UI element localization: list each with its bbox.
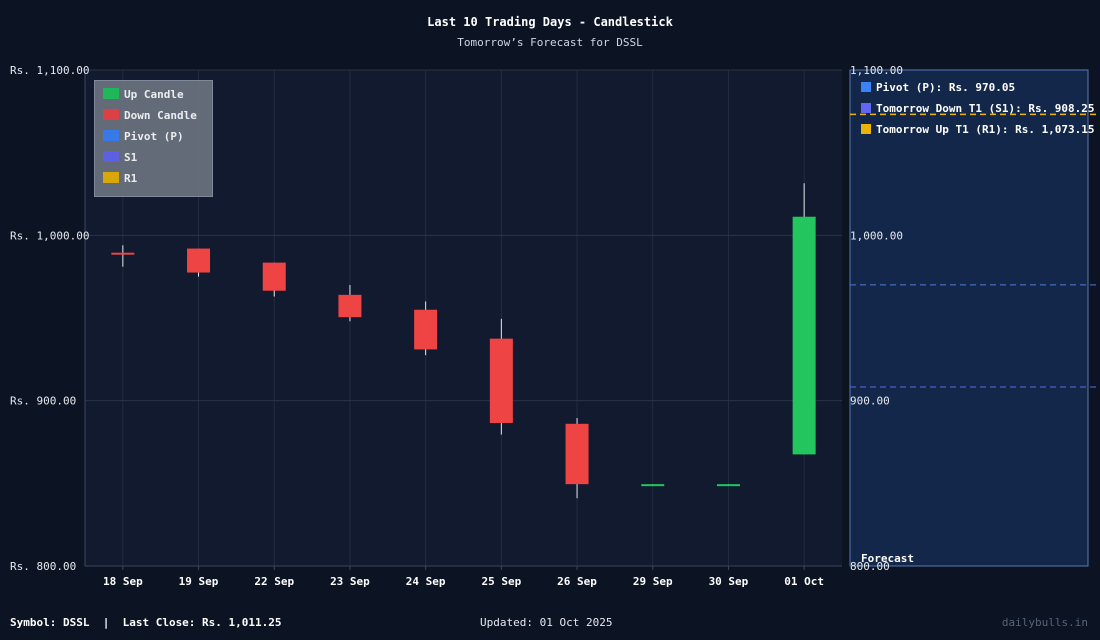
legend-item-down: Down Candle xyxy=(103,109,197,125)
forecast-pivot-swatch xyxy=(861,82,871,92)
forecast-panel xyxy=(849,69,1089,567)
candle-body xyxy=(338,294,362,318)
x-tick-label: 01 Oct xyxy=(784,575,824,588)
candle-body xyxy=(489,338,513,423)
x-tick-label: 24 Sep xyxy=(406,575,446,588)
legend-swatch-pivot xyxy=(103,130,119,141)
y-tick-label-right: 800.00 xyxy=(850,560,890,573)
legend-item-r1: R1 xyxy=(103,172,137,188)
y-tick-label: Rs. 1,100.00 xyxy=(10,64,89,77)
footer-brand: dailybulls.in xyxy=(1001,616,1088,629)
y-tick-label: Rs. 1,000.00 xyxy=(10,229,89,242)
footer-symbol: Symbol: DSSL | Last Close: Rs. 1,011.25 xyxy=(10,616,282,629)
candle-body xyxy=(641,484,665,487)
candle-body xyxy=(187,248,211,273)
forecast-s1-swatch xyxy=(861,103,871,113)
x-tick-label: 26 Sep xyxy=(557,575,597,588)
x-tick-label: 19 Sep xyxy=(179,575,219,588)
y-tick-label-right: 900.00 xyxy=(850,395,890,408)
legend-swatch-r1 xyxy=(103,172,119,183)
candle-body xyxy=(262,262,286,291)
legend-item-up: Up Candle xyxy=(103,88,184,104)
legend-item-pivot: Pivot (P) xyxy=(103,130,184,146)
forecast-pivot-text: Pivot (P): Rs. 970.05 xyxy=(876,81,1016,94)
forecast-panel-title: Forecast xyxy=(861,552,914,565)
legend-label-down: Down Candle xyxy=(124,109,197,122)
candle-body xyxy=(414,309,438,350)
footer-updated: Updated: 01 Oct 2025 xyxy=(480,616,613,629)
forecast-r1-swatch xyxy=(861,124,871,134)
candle-body xyxy=(111,252,135,255)
y-tick-label: Rs. 900.00 xyxy=(10,395,76,408)
legend-swatch-down xyxy=(103,109,119,120)
forecast-r1-label: Tomorrow Up T1 (R1): Rs. 1,073.15 xyxy=(861,123,1095,136)
forecast-s1-text: Tomorrow Down T1 (S1): Rs. 908.25 xyxy=(876,102,1095,115)
forecast-r1-text: Tomorrow Up T1 (R1): Rs. 1,073.15 xyxy=(876,123,1095,136)
chart-subtitle: Tomorrow’s Forecast for DSSL xyxy=(457,36,643,49)
legend-label-pivot: Pivot (P) xyxy=(124,130,184,143)
legend-item-s1: S1 xyxy=(103,151,137,167)
forecast-pivot-label: Pivot (P): Rs. 970.05 xyxy=(861,81,1015,94)
legend-label-up: Up Candle xyxy=(124,88,184,101)
x-tick-label: 30 Sep xyxy=(709,575,749,588)
legend-label-r1: R1 xyxy=(124,172,138,185)
chart-legend: Up Candle Down Candle Pivot (P) S1 R1 xyxy=(94,80,213,197)
legend-swatch-up xyxy=(103,88,119,99)
x-tick-label: 29 Sep xyxy=(633,575,673,588)
x-tick-label: 23 Sep xyxy=(330,575,370,588)
y-tick-label-right: 1,000.00 xyxy=(850,229,903,242)
x-tick-label: 25 Sep xyxy=(481,575,521,588)
legend-label-s1: S1 xyxy=(124,151,138,164)
chart-title: Last 10 Trading Days - Candlestick xyxy=(427,15,673,29)
forecast-s1-label: Tomorrow Down T1 (S1): Rs. 908.25 xyxy=(861,102,1095,115)
legend-swatch-s1 xyxy=(103,151,119,162)
y-tick-label-right: 1,100.00 xyxy=(850,64,903,77)
candle-body xyxy=(565,423,589,485)
y-tick-label: Rs. 800.00 xyxy=(10,560,76,573)
x-tick-label: 18 Sep xyxy=(103,575,143,588)
candle-body xyxy=(716,484,740,487)
candle-body xyxy=(792,216,816,455)
x-tick-label: 22 Sep xyxy=(254,575,294,588)
